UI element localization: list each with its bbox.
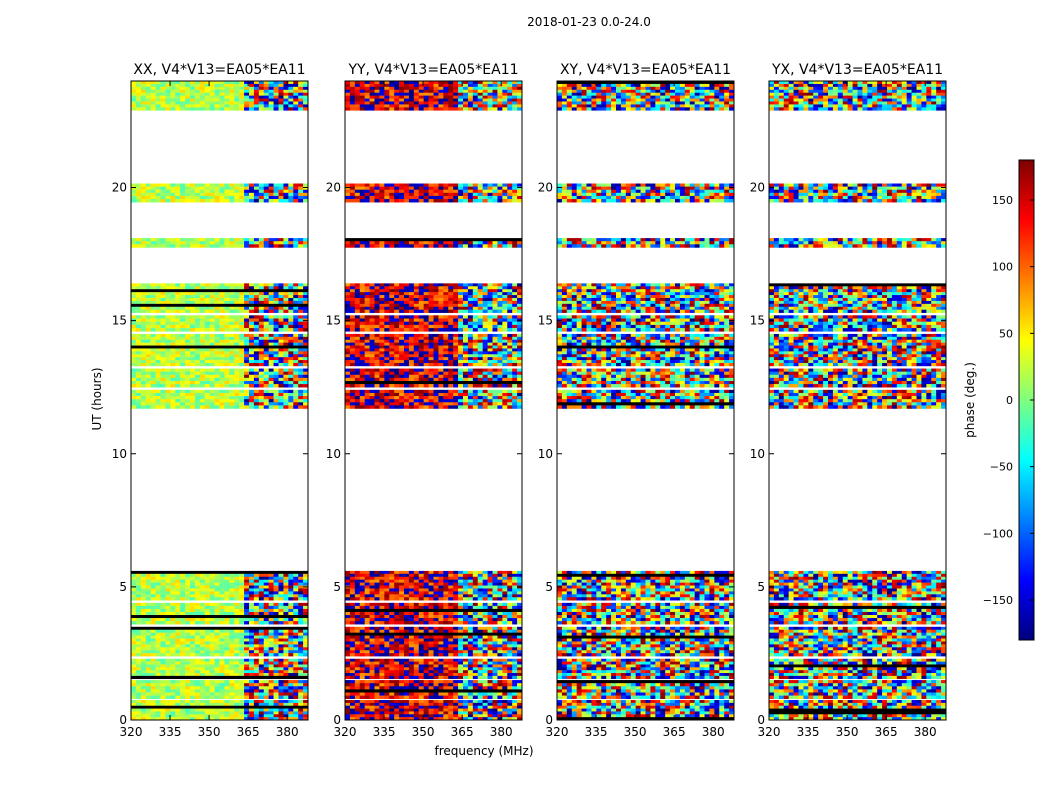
panel-1-xtick-label-0: 320	[120, 725, 143, 739]
panel-3-ytick-label-3: 15	[538, 314, 553, 328]
panel-1-ytick-label-1: 5	[119, 580, 127, 594]
panel-1-xtick-label-4: 380	[276, 725, 299, 739]
panel-2-frame	[344, 80, 523, 721]
panel-3-xtick-label-1: 335	[585, 725, 608, 739]
panel-3-xtick-label-4: 380	[702, 725, 725, 739]
panel-4-xtick-label-0: 320	[758, 725, 781, 739]
panel-3-ytick-label-2: 10	[538, 447, 553, 461]
panel-4-xtick-label-4: 380	[914, 725, 937, 739]
panel-1: XX, V4*V13=EA05*EA11 320 335 350 365 380 0 5 10 1…	[112, 62, 309, 739]
panel-2-ytick-label-3: 15	[326, 314, 341, 328]
panels: XX, V4*V13=EA05*EA11 320 335 350 365 380 0 5 10 1…	[112, 62, 947, 739]
panel-4-heatmap	[769, 81, 947, 721]
suptitle: 2018-01-23 0.0-24.0	[527, 15, 651, 29]
panel-2-ytick-label-4: 20	[326, 181, 341, 195]
panel-4-ytick-label-3: 15	[750, 314, 765, 328]
panel-2-xtick-label-4: 380	[490, 725, 513, 739]
colorbar: 150 100 50 0 −50 −100 −150	[983, 159, 1035, 641]
panel-1-ytick-label-0: 0	[119, 713, 127, 727]
panel-1-frame	[130, 80, 309, 721]
panel-2-ytick-label-0: 0	[333, 713, 341, 727]
panel-4-xtick-label-2: 350	[836, 725, 859, 739]
panel-2-xtick-label-3: 365	[451, 725, 474, 739]
panel-4-ytick-label-1: 5	[757, 580, 765, 594]
colorbar-tick-label-6: −150	[983, 594, 1013, 607]
panel-2-heatmap	[345, 81, 523, 721]
panel-2-title: YY, V4*V13=EA05*EA11	[347, 62, 518, 78]
panel-1-ytick-label-3: 15	[112, 314, 127, 328]
panel-4-title: YX, V4*V13=EA05*EA11	[771, 62, 943, 78]
panel-1-xtick-label-1: 335	[159, 725, 182, 739]
x-axis-label: frequency (MHz)	[434, 744, 533, 758]
colorbar-tick-label-1: 100	[992, 261, 1013, 274]
panel-2-xtick-label-2: 350	[412, 725, 435, 739]
panel-4: YX, V4*V13=EA05*EA11 320 335 350 365 380 0 5 10 1…	[750, 62, 947, 739]
panel-1-ytick-label-4: 20	[112, 181, 127, 195]
y-axis-label: UT (hours)	[90, 367, 104, 430]
panel-2-xtick-label-1: 335	[373, 725, 396, 739]
panel-1-xtick-label-2: 350	[198, 725, 221, 739]
panel-1-ytick-label-2: 10	[112, 447, 127, 461]
panel-3-ytick-label-4: 20	[538, 181, 553, 195]
colorbar-tick-label-0: 150	[992, 194, 1013, 207]
panel-2-ytick-label-2: 10	[326, 447, 341, 461]
panel-1-xtick-label-3: 365	[237, 725, 260, 739]
panel-2-ytick-label-1: 5	[333, 580, 341, 594]
colorbar-tick-label-4: −50	[990, 461, 1013, 474]
panel-3-heatmap	[557, 81, 735, 721]
panel-2: YY, V4*V13=EA05*EA11 320 335 350 365 380 0 5 10 1…	[326, 62, 523, 739]
panel-4-xtick-label-1: 335	[797, 725, 820, 739]
panel-2-xtick-label-0: 320	[334, 725, 357, 739]
panel-3-title: XY, V4*V13=EA05*EA11	[560, 62, 731, 78]
colorbar-label: phase (deg.)	[963, 362, 977, 438]
colorbar-tick-label-2: 50	[999, 327, 1013, 340]
panel-4-ytick-label-0: 0	[757, 713, 765, 727]
panel-3-xtick-label-2: 350	[624, 725, 647, 739]
panel-3: XY, V4*V13=EA05*EA11 320 335 350 365 380 0 5 10 1…	[538, 62, 735, 739]
panel-3-xtick-label-3: 365	[663, 725, 686, 739]
panel-3-ytick-label-0: 0	[545, 713, 553, 727]
panel-3-ytick-label-1: 5	[545, 580, 553, 594]
panel-1-heatmap	[131, 81, 309, 721]
panel-3-xtick-label-0: 320	[546, 725, 569, 739]
panel-4-ytick-label-2: 10	[750, 447, 765, 461]
panel-4-ytick-label-4: 20	[750, 181, 765, 195]
panel-3-frame	[556, 80, 735, 721]
colorbar-tick-label-5: −100	[983, 527, 1013, 540]
panel-1-title: XX, V4*V13=EA05*EA11	[133, 62, 305, 78]
panel-4-xtick-label-3: 365	[875, 725, 898, 739]
panel-4-frame	[768, 80, 947, 721]
colorbar-tick-label-3: 0	[1006, 394, 1013, 407]
